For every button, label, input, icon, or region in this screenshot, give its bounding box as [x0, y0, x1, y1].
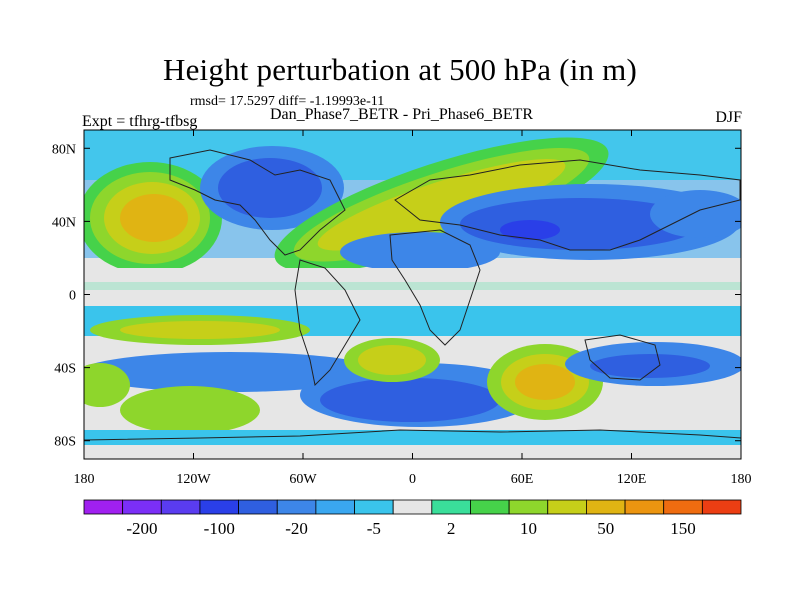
colorbar-labels: -200 -100 -20 -5 2 10 50 150 [126, 519, 695, 538]
latitude-labels: 80N 40N 0 40S 80S [52, 142, 76, 449]
lat-label: 40N [52, 215, 76, 230]
colorbar-box [276, 499, 317, 515]
lat-label: 0 [69, 289, 76, 304]
colorbar-box [160, 499, 201, 515]
colorbar-box [547, 499, 587, 515]
colorbar-label: -200 [126, 519, 157, 538]
colorbar-box [586, 499, 626, 515]
colorbar-box [83, 499, 124, 515]
colorbar-box [701, 499, 742, 515]
colorbar-box [508, 499, 549, 515]
colorbar-boxes [83, 499, 742, 515]
colorbar-box [624, 499, 665, 515]
difference-name: Dan_Phase7_BETR - Pri_Phase6_BETR [270, 106, 534, 123]
colorbar-box [431, 499, 471, 515]
lat-label: 40S [54, 362, 76, 377]
season-label: DJF [715, 109, 742, 126]
colorbar-label: -5 [367, 519, 381, 538]
colorbar-box [354, 499, 394, 515]
lon-label: 120W [176, 472, 211, 487]
coastlines [84, 149, 741, 441]
lat-label: 80S [54, 435, 76, 450]
colorbar-box [238, 499, 278, 515]
lon-label: 0 [409, 472, 416, 487]
axis-ticks [83, 130, 742, 459]
lon-label: 60E [511, 472, 534, 487]
colorbar-label: 50 [597, 519, 614, 538]
colorbar-label: -100 [204, 519, 235, 538]
lon-label: 180 [731, 472, 752, 487]
page-title: Height perturbation at 500 hPa (in m) [162, 52, 638, 87]
colorbar-box [470, 499, 510, 515]
lon-label: 60W [289, 472, 317, 487]
contour-field [84, 130, 741, 459]
colorbar-label: -20 [285, 519, 308, 538]
lon-label: 180 [74, 472, 95, 487]
colorbar-label: 10 [520, 519, 537, 538]
rmsd-stats: rmsd= 17.5297 diff= -1.19993e-11 [190, 94, 385, 109]
colorbar-box [392, 499, 433, 515]
lon-label: 120E [617, 472, 647, 487]
lat-label: 80N [52, 142, 76, 157]
colorbar-box [199, 499, 239, 515]
colorbar-label: 150 [670, 519, 696, 538]
experiment-label: Expt = tfhrg-tfbsg [82, 113, 198, 130]
colorbar-box [122, 499, 162, 515]
colorbar-box [315, 499, 355, 515]
colorbar-box [663, 499, 703, 515]
colorbar-label: 2 [447, 519, 456, 538]
longitude-labels: 180 120W 60W 0 60E 120E 180 [74, 472, 752, 487]
